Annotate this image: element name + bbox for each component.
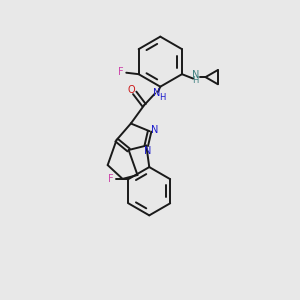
Text: N: N [191, 70, 199, 80]
Text: F: F [108, 174, 113, 184]
Text: N: N [153, 88, 160, 98]
Text: F: F [118, 67, 124, 76]
Text: N: N [144, 146, 152, 156]
Text: H: H [159, 93, 166, 102]
Text: N: N [151, 125, 158, 135]
Text: O: O [127, 85, 135, 95]
Text: H: H [192, 76, 198, 85]
